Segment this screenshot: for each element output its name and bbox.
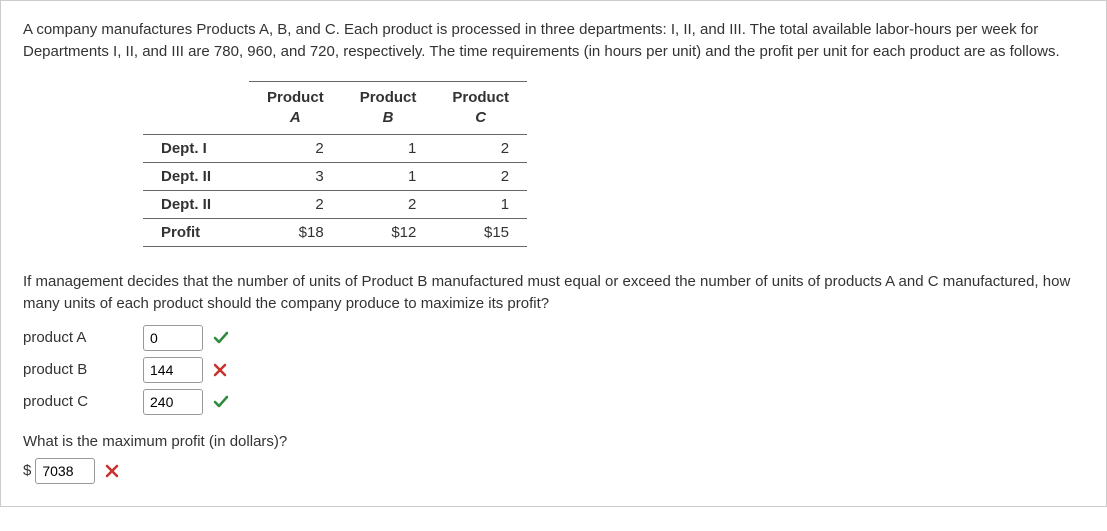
dollar-prefix: $ xyxy=(23,462,31,479)
table-row: Dept. I 2 1 2 xyxy=(143,135,527,163)
check-icon xyxy=(213,394,229,410)
final-prompt: What is the maximum profit (in dollars)? xyxy=(23,433,1084,450)
cell: $15 xyxy=(434,219,527,247)
cell: $12 xyxy=(342,219,435,247)
data-table: Product A Product B Product C Dept. I 2 … xyxy=(143,81,527,248)
check-icon xyxy=(213,330,229,346)
answer-input-b[interactable] xyxy=(143,357,203,383)
cross-icon xyxy=(213,363,227,377)
answer-row-b: product B xyxy=(23,357,1084,383)
prompt-text-2: If management decides that the number of… xyxy=(23,271,1084,315)
table-header-b: Product B xyxy=(342,81,435,135)
table-header-a: Product A xyxy=(249,81,342,135)
prompt-text-1: A company manufactures Products A, B, an… xyxy=(23,19,1084,63)
cell: 2 xyxy=(249,135,342,163)
answer-row-a: product A xyxy=(23,325,1084,351)
row-label: Dept. II xyxy=(143,163,249,191)
table-row: Dept. II 2 2 1 xyxy=(143,191,527,219)
cell: 2 xyxy=(434,163,527,191)
cross-icon xyxy=(105,464,119,478)
cell: 2 xyxy=(342,191,435,219)
cell: 3 xyxy=(249,163,342,191)
answer-row-c: product C xyxy=(23,389,1084,415)
answer-label-c: product C xyxy=(23,393,143,410)
table-header-c: Product C xyxy=(434,81,527,135)
question-container: A company manufactures Products A, B, an… xyxy=(0,0,1107,507)
cell: 1 xyxy=(342,163,435,191)
cell: 2 xyxy=(249,191,342,219)
table-header-blank xyxy=(143,81,249,135)
row-label: Profit xyxy=(143,219,249,247)
table-row: Profit $18 $12 $15 xyxy=(143,219,527,247)
row-label: Dept. I xyxy=(143,135,249,163)
answer-label-b: product B xyxy=(23,361,143,378)
final-answer-row: $ xyxy=(23,458,1084,484)
answer-input-a[interactable] xyxy=(143,325,203,351)
table-row: Dept. II 3 1 2 xyxy=(143,163,527,191)
cell: $18 xyxy=(249,219,342,247)
answer-label-a: product A xyxy=(23,329,143,346)
cell: 2 xyxy=(434,135,527,163)
answer-input-c[interactable] xyxy=(143,389,203,415)
row-label: Dept. II xyxy=(143,191,249,219)
cell: 1 xyxy=(434,191,527,219)
cell: 1 xyxy=(342,135,435,163)
final-answer-input[interactable] xyxy=(35,458,95,484)
answers-block: product A product B product C xyxy=(23,325,1084,415)
